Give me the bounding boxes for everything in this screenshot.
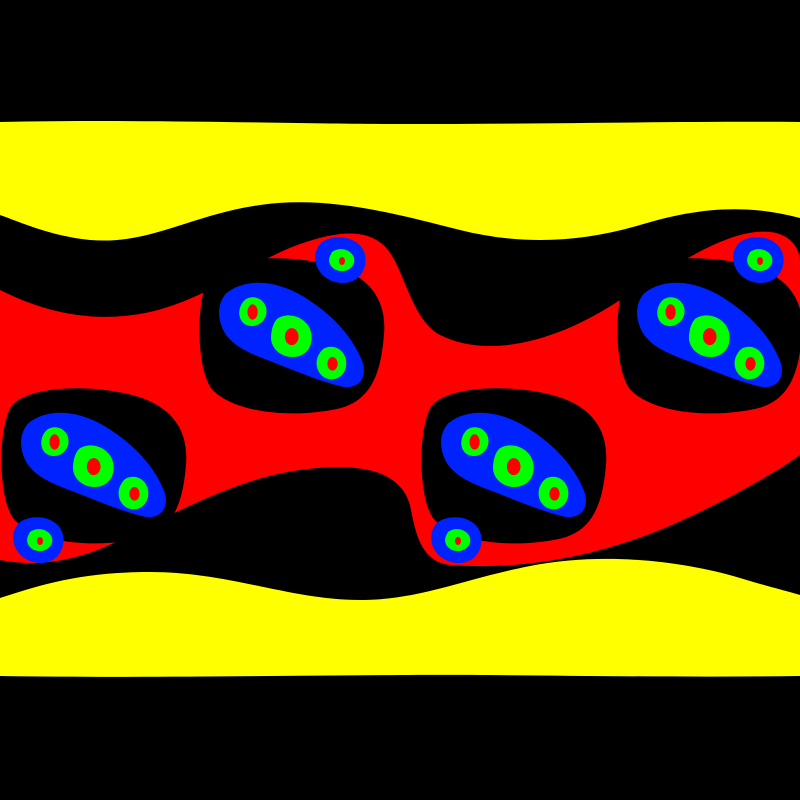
bottom-yellow-band: [0, 558, 800, 677]
island-top-left: [199, 258, 385, 414]
top-yellow-band: [0, 121, 800, 241]
island-top-right: [617, 258, 800, 414]
